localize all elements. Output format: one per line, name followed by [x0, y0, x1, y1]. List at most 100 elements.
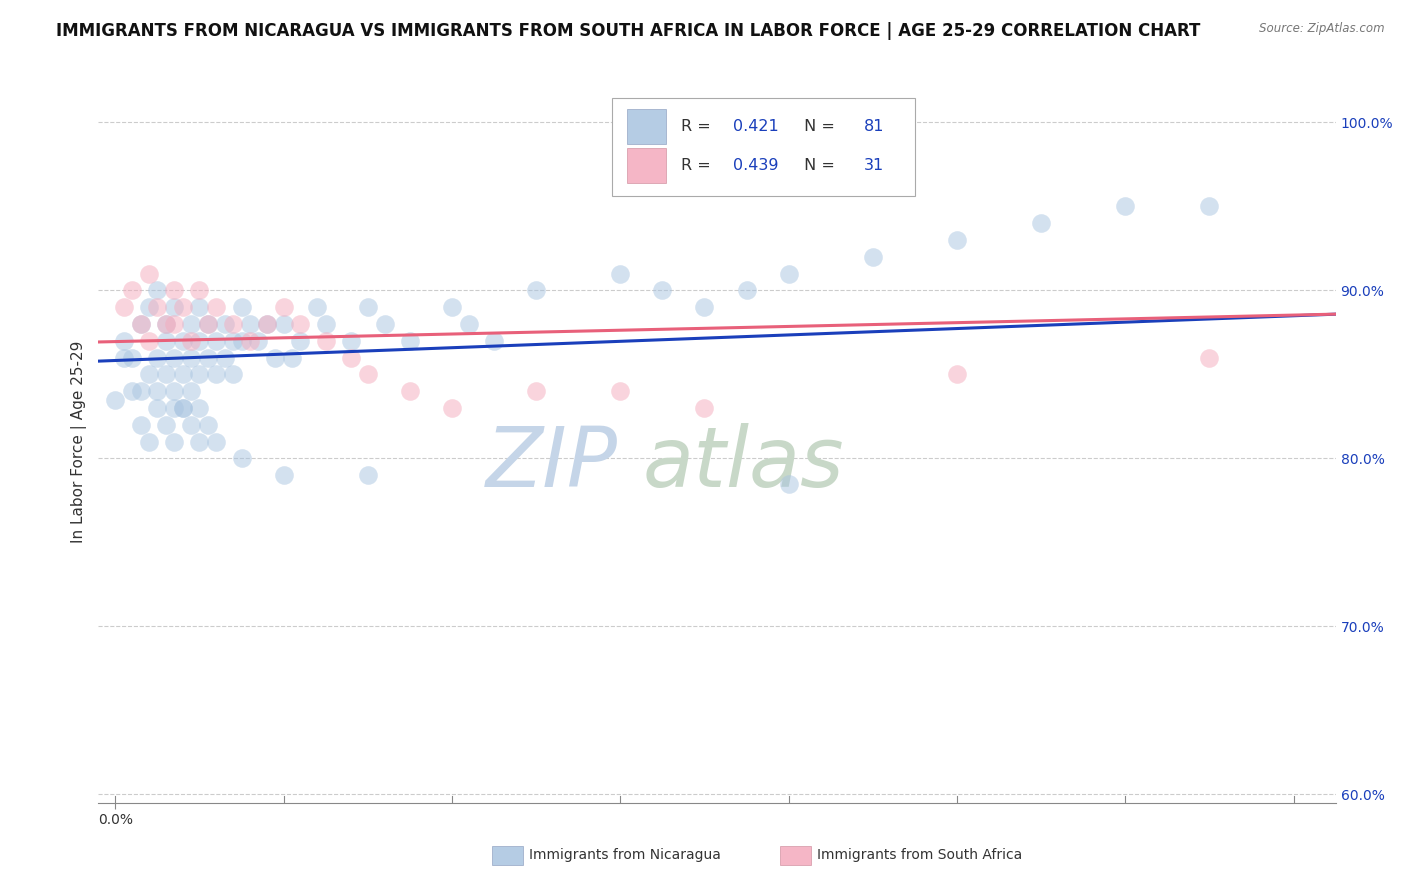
Text: R =: R = — [681, 119, 716, 134]
Text: 31: 31 — [865, 158, 884, 173]
Point — [146, 283, 169, 297]
Point — [138, 300, 160, 314]
Point — [524, 384, 547, 398]
Point — [180, 351, 202, 365]
Point — [129, 384, 152, 398]
Point — [214, 351, 236, 365]
Point — [1114, 199, 1136, 213]
Point — [155, 317, 177, 331]
Point — [315, 317, 337, 331]
Point — [129, 317, 152, 331]
Point — [112, 300, 135, 314]
Point — [163, 283, 186, 297]
Point — [374, 317, 396, 331]
Point — [398, 334, 420, 348]
FancyBboxPatch shape — [627, 148, 666, 183]
Point — [214, 317, 236, 331]
Point — [188, 368, 211, 382]
Text: Source: ZipAtlas.com: Source: ZipAtlas.com — [1260, 22, 1385, 36]
Point — [163, 384, 186, 398]
Point — [146, 300, 169, 314]
Point — [239, 334, 262, 348]
Point — [281, 351, 304, 365]
Point — [121, 384, 143, 398]
Point — [315, 334, 337, 348]
Point — [290, 334, 312, 348]
Y-axis label: In Labor Force | Age 25-29: In Labor Force | Age 25-29 — [72, 341, 87, 542]
Point — [273, 300, 295, 314]
Point — [693, 401, 716, 415]
Text: 0.421: 0.421 — [733, 119, 779, 134]
Point — [180, 334, 202, 348]
Point — [121, 283, 143, 297]
Text: IMMIGRANTS FROM NICARAGUA VS IMMIGRANTS FROM SOUTH AFRICA IN LABOR FORCE | AGE 2: IMMIGRANTS FROM NICARAGUA VS IMMIGRANTS … — [56, 22, 1201, 40]
Point — [172, 368, 194, 382]
Point — [222, 368, 245, 382]
Point — [138, 334, 160, 348]
Text: N =: N = — [799, 158, 839, 173]
Point — [693, 300, 716, 314]
Point — [524, 283, 547, 297]
Point — [307, 300, 329, 314]
Point — [340, 334, 363, 348]
Text: 81: 81 — [865, 119, 884, 134]
Point — [239, 317, 262, 331]
Point — [180, 384, 202, 398]
Point — [440, 300, 463, 314]
Point — [180, 417, 202, 432]
Point — [205, 434, 228, 449]
Point — [457, 317, 479, 331]
Point — [256, 317, 278, 331]
Point — [273, 468, 295, 483]
Text: R =: R = — [681, 158, 716, 173]
Point — [1198, 351, 1220, 365]
Point — [155, 334, 177, 348]
Point — [146, 401, 169, 415]
Point — [188, 283, 211, 297]
Point — [146, 384, 169, 398]
Point — [155, 317, 177, 331]
Point — [197, 417, 219, 432]
Point — [180, 317, 202, 331]
Point — [1029, 216, 1052, 230]
Point — [205, 334, 228, 348]
Point — [340, 351, 363, 365]
Point — [778, 476, 800, 491]
FancyBboxPatch shape — [612, 98, 915, 196]
Point — [172, 334, 194, 348]
Point — [163, 434, 186, 449]
Point — [357, 300, 380, 314]
Point — [188, 300, 211, 314]
Point — [205, 300, 228, 314]
Point — [163, 351, 186, 365]
Point — [256, 317, 278, 331]
Text: atlas: atlas — [643, 423, 845, 504]
Point — [155, 417, 177, 432]
Point — [112, 351, 135, 365]
Point — [129, 317, 152, 331]
Point — [290, 317, 312, 331]
Point — [398, 384, 420, 398]
Point — [172, 300, 194, 314]
Point — [357, 368, 380, 382]
Point — [440, 401, 463, 415]
Point — [146, 351, 169, 365]
Text: 0.439: 0.439 — [733, 158, 779, 173]
Point — [163, 300, 186, 314]
Point — [197, 351, 219, 365]
Point — [121, 351, 143, 365]
Point — [231, 300, 253, 314]
Point — [172, 401, 194, 415]
FancyBboxPatch shape — [627, 109, 666, 144]
Point — [188, 401, 211, 415]
Point — [155, 368, 177, 382]
Point — [205, 368, 228, 382]
Point — [163, 401, 186, 415]
Point — [172, 401, 194, 415]
Point — [112, 334, 135, 348]
Point — [609, 384, 631, 398]
Point — [138, 368, 160, 382]
Point — [197, 317, 219, 331]
Point — [862, 250, 884, 264]
Text: ZIP: ZIP — [486, 423, 619, 504]
